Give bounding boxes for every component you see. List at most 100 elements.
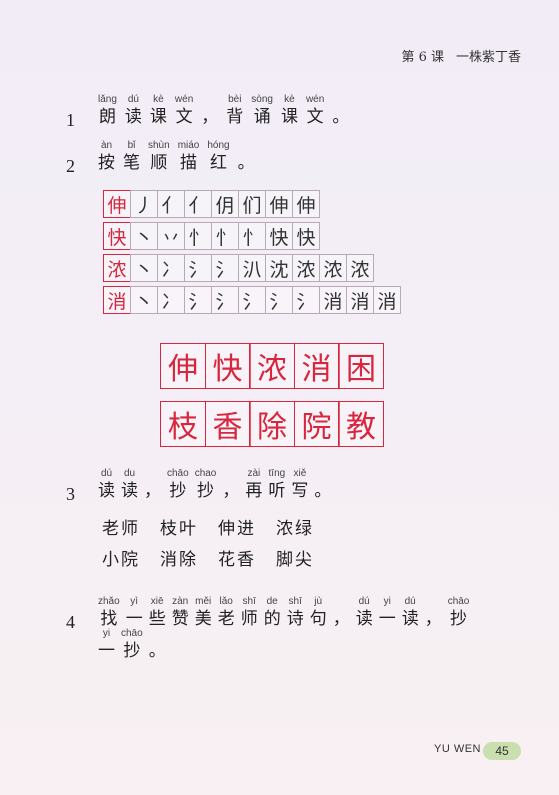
vocabulary-word: 老师 <box>102 519 140 539</box>
pinyin: chao <box>194 468 217 479</box>
tracing-character-cell: 快 <box>204 343 251 389</box>
model-character-cell: 快 <box>103 222 131 250</box>
stroke-step-cell: 仴 <box>211 190 239 218</box>
hanzi: 笔 <box>123 153 140 173</box>
pinyin-char: zàn 赞 <box>172 596 189 630</box>
vocabulary-word: 浓绿 <box>276 519 314 539</box>
pinyin-char: wén 文 <box>175 94 193 128</box>
pinyin: chāo <box>447 596 470 607</box>
hanzi: 抄 <box>169 481 187 501</box>
pinyin: sòng <box>251 94 273 105</box>
stroke-row: 消丶冫氵氵氵氵氵消消消 <box>103 286 401 314</box>
pinyin-char: tīng 听 <box>268 468 285 502</box>
stroke-step-cell: 冫 <box>157 254 185 282</box>
hanzi: 些 <box>148 609 166 629</box>
pinyin: du <box>123 468 136 479</box>
stroke-step-cell: 氵 <box>184 254 212 282</box>
stroke-step-cell: 冫 <box>157 286 185 314</box>
hanzi: ， <box>144 481 161 501</box>
pinyin-char: yì 一 <box>126 596 143 630</box>
hanzi: 读 <box>121 481 138 501</box>
pinyin: yi <box>383 596 391 607</box>
pinyin: zhǎo <box>98 596 120 607</box>
model-character-cell: 伸 <box>103 190 131 218</box>
item-1-number: 1 <box>66 110 75 130</box>
pinyin: xiē <box>150 596 164 607</box>
word-list-row-2: 小院 消除 花香 脚尖 <box>102 545 334 570</box>
hanzi: 诗 <box>286 609 304 629</box>
hanzi: 课 <box>280 107 298 127</box>
stroke-step-cell: 快 <box>265 222 293 250</box>
tracing-character-cell: 教 <box>338 401 384 447</box>
pinyin: jù <box>314 596 323 607</box>
stroke-step-cell: 汃 <box>238 254 266 282</box>
pinyin-char: lǎo 老 <box>218 596 235 630</box>
hanzi: 一 <box>125 609 143 629</box>
hanzi: 课 <box>149 107 167 127</box>
pinyin: kè <box>153 94 164 105</box>
pinyin-char: 。 <box>149 628 166 662</box>
running-header: 第 6 课一株紫丁香 <box>401 46 521 65</box>
pinyin-char: chāo 抄 <box>448 596 470 630</box>
tracing-character-cell: 除 <box>249 401 295 447</box>
pinyin-char: bǐ 笔 <box>123 140 140 174</box>
stroke-step-cell: 沈 <box>265 254 293 282</box>
stroke-step-cell: 亻 <box>184 190 212 218</box>
hanzi: 师 <box>240 609 258 629</box>
hanzi: 赞 <box>171 609 189 629</box>
pinyin-char: xiē 些 <box>149 596 166 630</box>
hanzi: 。 <box>314 481 332 501</box>
stroke-step-cell: 伸 <box>265 190 293 218</box>
pinyin-char: shùn 顺 <box>148 140 170 174</box>
pinyin-char: ， <box>201 94 218 128</box>
tracing-character-cell: 困 <box>338 343 384 389</box>
hanzi: 红 <box>210 153 227 173</box>
pinyin: bǐ <box>127 140 136 151</box>
hanzi: 顺 <box>150 153 168 173</box>
footer-subject-label: YU WEN <box>434 743 481 755</box>
lesson-number: 第 6 课 <box>401 50 444 65</box>
pinyin-char: chāo 抄 <box>121 628 143 662</box>
vocabulary-word: 伸进 <box>218 519 256 539</box>
hanzi: 诵 <box>253 107 271 127</box>
hanzi: 一 <box>378 609 396 629</box>
tracing-row: 伸快浓消困 <box>160 343 384 389</box>
pinyin: miáo <box>177 140 200 151</box>
lesson-title: 一株紫丁香 <box>455 50 521 65</box>
model-character-cell: 浓 <box>103 254 131 282</box>
stroke-step-cell: 浓 <box>319 254 347 282</box>
item-1-text: lǎng 朗 dú 读 kè 课 wén 文， bèi 背 sòng 诵 kè 课 wén 文。 <box>98 94 357 128</box>
stroke-step-cell: 丶 <box>130 222 158 250</box>
stroke-step-cell: 忄 <box>238 222 266 250</box>
pinyin: yì <box>130 596 139 607</box>
pinyin: chāo <box>121 628 143 639</box>
pinyin-char: měi 美 <box>195 596 212 630</box>
pinyin: àn <box>100 140 113 151</box>
hanzi: 句 <box>309 609 327 629</box>
hanzi: 抄 <box>197 481 215 501</box>
hanzi: 背 <box>226 107 244 127</box>
hanzi: 。 <box>237 153 255 173</box>
pinyin-char: yi 一 <box>379 596 396 630</box>
page-number-badge: 45 <box>483 742 521 760</box>
item-4-number: 4 <box>66 612 75 632</box>
pinyin: yi <box>102 628 111 639</box>
pinyin-char: kè 课 <box>150 94 167 128</box>
hanzi: 老 <box>217 609 235 629</box>
pinyin-char: dú 读 <box>125 94 142 128</box>
pinyin-char: de 的 <box>264 596 281 630</box>
pinyin-char: shī 诗 <box>287 596 304 630</box>
stroke-step-cell: 消 <box>319 286 347 314</box>
hanzi: 读 <box>355 609 373 629</box>
stroke-step-cell: 伸 <box>292 190 320 218</box>
hanzi: 读 <box>401 609 419 629</box>
pinyin-char: dú 读 <box>98 468 115 502</box>
pinyin: xiě <box>293 468 307 479</box>
pinyin-char: jù 句 <box>310 596 327 630</box>
tracing-character-cell: 消 <box>293 343 340 389</box>
pinyin-char: chao 抄 <box>195 468 217 502</box>
pinyin: lǎo <box>219 596 233 607</box>
pinyin: chāo <box>167 468 189 479</box>
stroke-step-cell: 消 <box>373 286 401 314</box>
stroke-step-cell: 氵 <box>211 254 239 282</box>
